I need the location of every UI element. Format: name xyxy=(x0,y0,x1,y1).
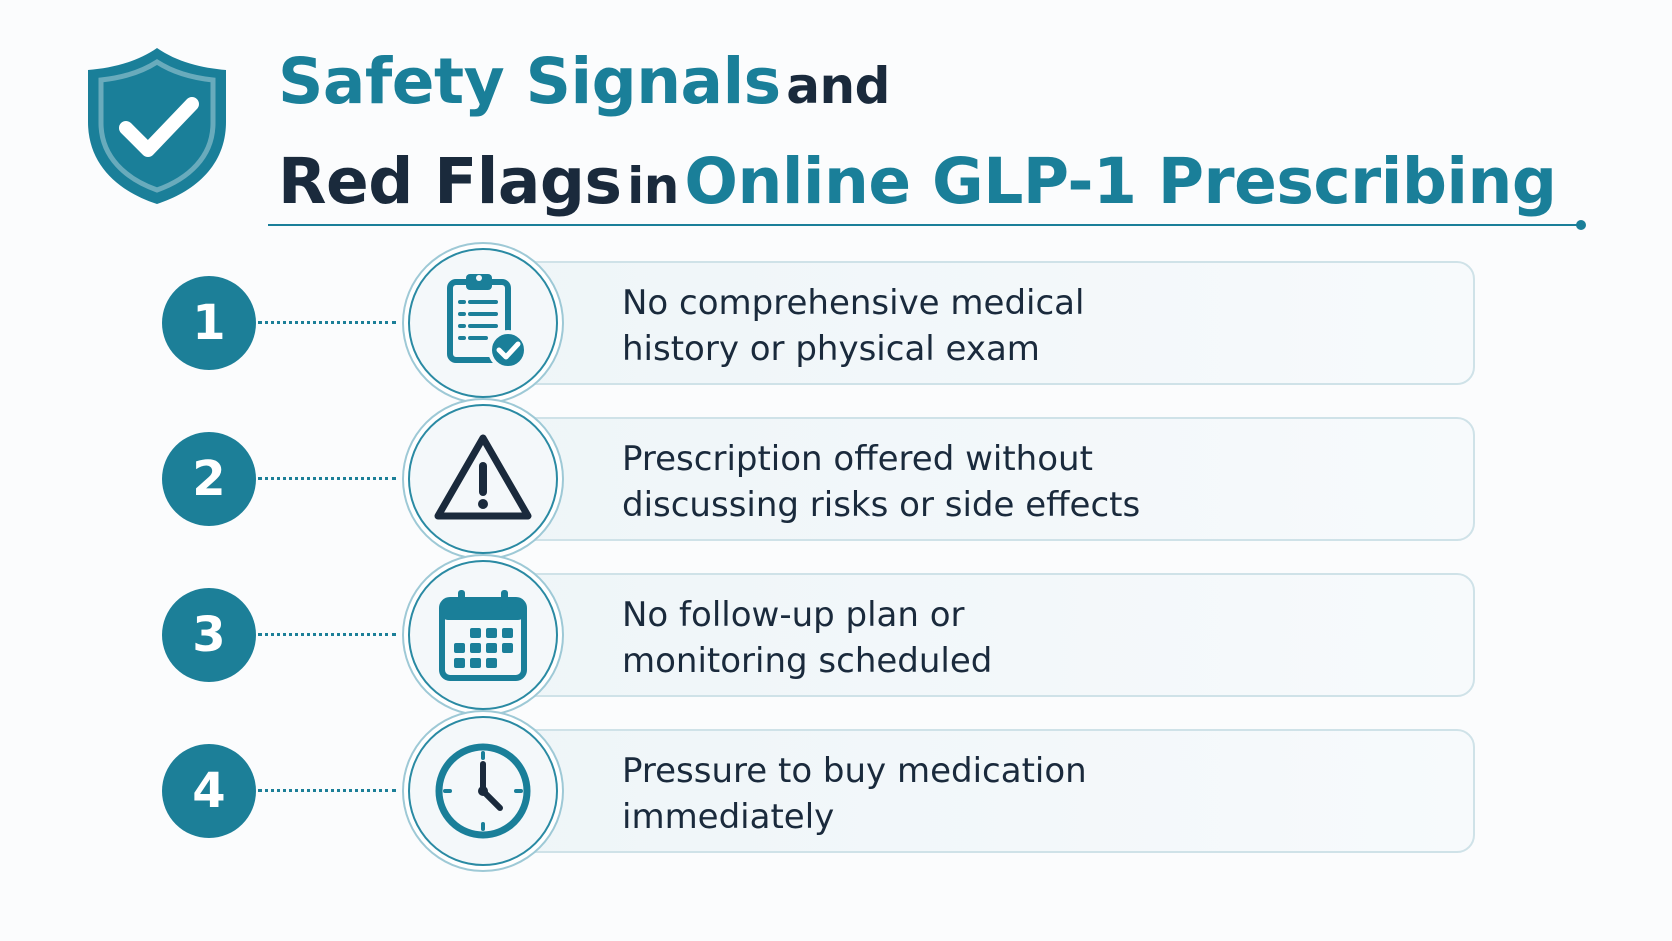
item-text: Pressure to buy medication immediately xyxy=(622,748,1442,840)
title-divider-dot xyxy=(1576,220,1586,230)
shield-check-icon xyxy=(88,48,226,204)
item-text-line-1: No comprehensive medical xyxy=(622,283,1085,323)
step-number: 1 xyxy=(162,276,256,370)
item-card xyxy=(470,573,1475,697)
item-text: No comprehensive medical history or phys… xyxy=(622,280,1442,372)
icon-badge xyxy=(408,560,558,710)
item-card xyxy=(470,261,1475,385)
list-item-4: 4 Pressure to buy medication immediately xyxy=(0,714,1672,866)
step-number: 2 xyxy=(162,432,256,526)
title-divider xyxy=(268,224,1582,226)
item-text-line-2: immediately xyxy=(622,797,835,837)
step-number: 3 xyxy=(162,588,256,682)
icon-badge xyxy=(408,716,558,866)
title-dark-1: and xyxy=(786,57,890,115)
icon-badge xyxy=(408,404,558,554)
item-card xyxy=(470,729,1475,853)
item-text: No follow-up plan or monitoring schedule… xyxy=(622,592,1442,684)
title-teal-2: Online GLP-1 Prescribing xyxy=(684,145,1557,218)
item-text: Prescription offered without discussing … xyxy=(622,436,1442,528)
dotted-connector xyxy=(258,633,396,636)
item-text-line-2: discussing risks or side effects xyxy=(622,485,1141,525)
list-item-2: 2 Prescription offered without discussin… xyxy=(0,402,1672,554)
item-text-line-2: monitoring scheduled xyxy=(622,641,993,681)
item-card xyxy=(470,417,1475,541)
dotted-connector xyxy=(258,477,396,480)
calendar-icon xyxy=(439,590,527,681)
icon-badge xyxy=(408,248,558,398)
list-item-3: 3 No follow-up plan or monitoring schedu… xyxy=(0,558,1672,710)
item-text-line-1: Pressure to buy medication xyxy=(622,751,1087,791)
clock-icon xyxy=(435,743,531,839)
title-teal-1: Safety Signals xyxy=(278,45,781,118)
item-text-line-2: history or physical exam xyxy=(622,329,1040,369)
title-dark-2a: Red Flags xyxy=(278,145,622,218)
page-title: Safety Signals and Red Flags in Online G… xyxy=(278,40,1557,240)
item-text-line-1: Prescription offered without xyxy=(622,439,1093,479)
step-number: 4 xyxy=(162,744,256,838)
dotted-connector xyxy=(258,789,396,792)
list-item-1: 1 No comprehensive medical history or ph… xyxy=(0,246,1672,398)
clipboard-check-icon xyxy=(447,274,528,370)
warning-triangle-icon xyxy=(434,434,532,520)
item-text-line-1: No follow-up plan or xyxy=(622,595,965,635)
title-dark-2b: in xyxy=(627,157,679,215)
dotted-connector xyxy=(258,321,396,324)
